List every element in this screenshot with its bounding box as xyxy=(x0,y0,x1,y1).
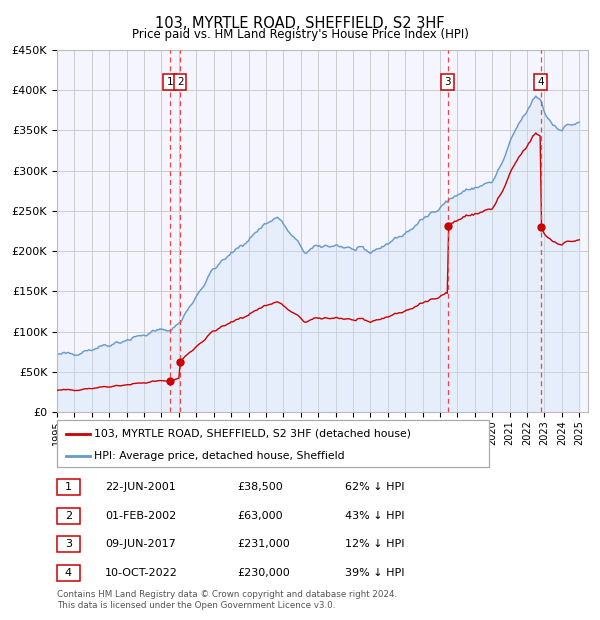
Text: Contains HM Land Registry data © Crown copyright and database right 2024.
This d: Contains HM Land Registry data © Crown c… xyxy=(57,590,397,609)
Text: £63,000: £63,000 xyxy=(237,511,283,521)
Text: £230,000: £230,000 xyxy=(237,568,290,578)
Text: 2: 2 xyxy=(177,77,184,87)
Text: 103, MYRTLE ROAD, SHEFFIELD, S2 3HF: 103, MYRTLE ROAD, SHEFFIELD, S2 3HF xyxy=(155,16,445,30)
Text: 01-FEB-2002: 01-FEB-2002 xyxy=(105,511,176,521)
Text: 43% ↓ HPI: 43% ↓ HPI xyxy=(345,511,404,521)
Text: £231,000: £231,000 xyxy=(237,539,290,549)
Text: 4: 4 xyxy=(65,568,72,578)
Text: 09-JUN-2017: 09-JUN-2017 xyxy=(105,539,176,549)
Text: Price paid vs. HM Land Registry's House Price Index (HPI): Price paid vs. HM Land Registry's House … xyxy=(131,28,469,41)
Text: 3: 3 xyxy=(65,539,72,549)
Text: HPI: Average price, detached house, Sheffield: HPI: Average price, detached house, Shef… xyxy=(94,451,345,461)
Text: 4: 4 xyxy=(538,77,544,87)
Text: £38,500: £38,500 xyxy=(237,482,283,492)
Text: 103, MYRTLE ROAD, SHEFFIELD, S2 3HF (detached house): 103, MYRTLE ROAD, SHEFFIELD, S2 3HF (det… xyxy=(94,429,411,439)
Text: 1: 1 xyxy=(65,482,72,492)
Text: 62% ↓ HPI: 62% ↓ HPI xyxy=(345,482,404,492)
Text: 2: 2 xyxy=(65,511,72,521)
Text: 10-OCT-2022: 10-OCT-2022 xyxy=(105,568,178,578)
Text: 39% ↓ HPI: 39% ↓ HPI xyxy=(345,568,404,578)
Text: 1: 1 xyxy=(166,77,173,87)
Text: 3: 3 xyxy=(445,77,451,87)
Text: 22-JUN-2001: 22-JUN-2001 xyxy=(105,482,176,492)
Text: 12% ↓ HPI: 12% ↓ HPI xyxy=(345,539,404,549)
